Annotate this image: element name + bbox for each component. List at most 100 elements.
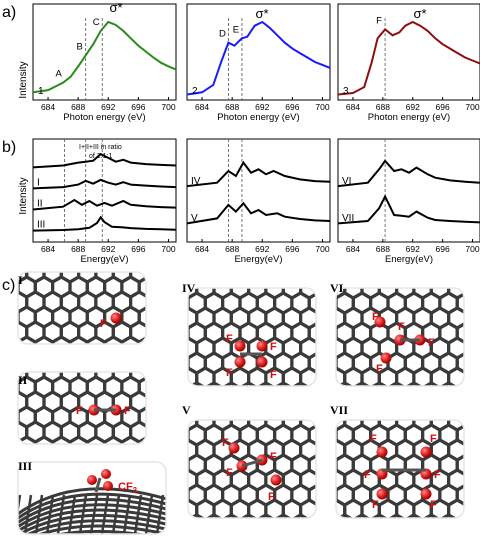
plot-frame [186,3,331,101]
x-tick-label: 700 [315,244,329,254]
spectrum-line-I+II+III [32,152,177,169]
fluorine-label: F [430,499,437,511]
fluorine-atom [103,481,113,491]
x-tick-label: 692 [101,102,115,112]
fluorine-label: F [268,491,275,503]
top-spectrum-panel-1: 684 688 692 696 700 Photon energy (eV) 1A B C [32,3,177,123]
plot-frame [32,138,177,243]
spectrum-line-VII [337,194,480,225]
fluorine-atom [376,446,388,458]
structure-VI: VI F F F F [330,281,465,387]
structure-VII: VII F F F F F F [330,403,465,519]
x-tick-label: 688 [376,244,390,254]
x-tick-label: 692 [255,244,269,254]
x-tick-label: 692 [255,102,269,112]
fluorine-label: F [76,405,83,417]
structure-label: VII [330,403,348,417]
x-axis-label: Photon energy (eV) [63,112,145,123]
fluorine-label: F [434,469,441,481]
plot-frame [337,138,480,243]
spectrum-number: 3 [343,86,349,97]
fluorine-label: F [226,333,233,345]
x-tick-label: 688 [71,102,85,112]
structure-label: V [182,403,191,417]
x-tick-label: 688 [225,244,239,254]
spectrum-line-3 [337,20,480,96]
peak-marker-A: A [55,69,62,80]
fluorine-atom [256,340,268,352]
fluorine-label: F [226,467,233,479]
x-tick-label: 696 [131,102,145,112]
fluorine-label: F [100,318,107,330]
sigma-star-label-1: σ* [109,0,122,15]
spectrum-line-I [32,178,177,190]
panel-label-a: a) [2,4,16,21]
structure-II: II F F [17,371,147,445]
x-tick-label: 692 [101,244,115,254]
spectrum-label-II: II [37,198,43,209]
spectrum-line-IV [186,160,331,188]
fluorine-label: F [270,451,277,463]
x-tick-label: 700 [465,244,479,254]
x-tick-label: 684 [41,244,55,254]
peak-marker-E: E [233,24,239,35]
fluorine-label: F [430,433,437,445]
fluorine-atom [380,352,392,364]
x-tick-label: 684 [195,244,209,254]
fluorine-atom [374,316,386,328]
x-tick-label: 688 [376,102,390,112]
fluorine-atom [420,446,432,458]
fluorine-label: F [372,311,379,323]
fluorine-label: F [124,405,131,417]
spectrum-label-IV: IV [191,176,201,187]
structure-label: IV [182,281,196,295]
spectrum-line-VI [337,159,480,188]
fluorine-label: F [270,341,277,353]
fluorine-label: F [376,363,383,375]
mixture-annotation-line1: I+II+III in ratio [79,144,122,151]
plot-frame [186,138,331,243]
x-axis-label: Photon energy (eV) [368,112,450,123]
plot-frame [32,3,177,101]
x-tick-label: 700 [465,102,479,112]
y-axis-label-top: Intensity [18,61,29,98]
peak-marker-F: F [376,15,382,26]
spectrum-line-III [32,215,177,232]
x-tick-label: 688 [71,244,85,254]
x-tick-label: 700 [315,102,329,112]
fluorine-atom [234,356,246,368]
spectrum-line-II [32,198,177,211]
spectrum-line-2 [186,20,331,96]
spectrum-label-III: III [37,220,45,231]
fluorine-label: F [222,437,229,449]
peak-marker-C: C [93,17,100,28]
panel-label-c: c) [2,277,15,294]
sigma-star-label-2: σ* [255,6,268,21]
fluorine-label: F [364,469,371,481]
x-tick-label: 696 [285,102,299,112]
peak-marker-D: D [219,29,226,40]
x-tick-label: 700 [161,244,175,254]
spectrum-number: 1 [38,86,44,97]
spectrum-label-V: V [191,213,198,224]
fluorine-label: F [270,369,277,381]
x-tick-label: 696 [131,244,145,254]
top-spectrum-panel-3: 684 688 692 696 700 Photon energy (eV) 3 F [337,3,480,123]
top-spectrum-panel-2: 684 688 692 696 700 Photon energy (eV) 2 D E [186,3,331,123]
fluorine-atom [87,475,97,485]
structure-label: VI [330,281,344,295]
structure-IV: IV F F F F [182,281,317,387]
x-tick-label: 692 [406,102,420,112]
bottom-spectrum-panel-2: 684 688 692 696 700 Energy(eV) IV V [186,138,331,265]
mixture-annotation-line2: of 2:1:1 [89,153,112,160]
fluorine-label: F [370,433,377,445]
x-tick-label: 684 [346,244,360,254]
structure-label: III [18,459,32,473]
fluorine-label: F [226,367,233,379]
x-tick-label: 688 [225,102,239,112]
x-tick-label: 696 [436,244,450,254]
